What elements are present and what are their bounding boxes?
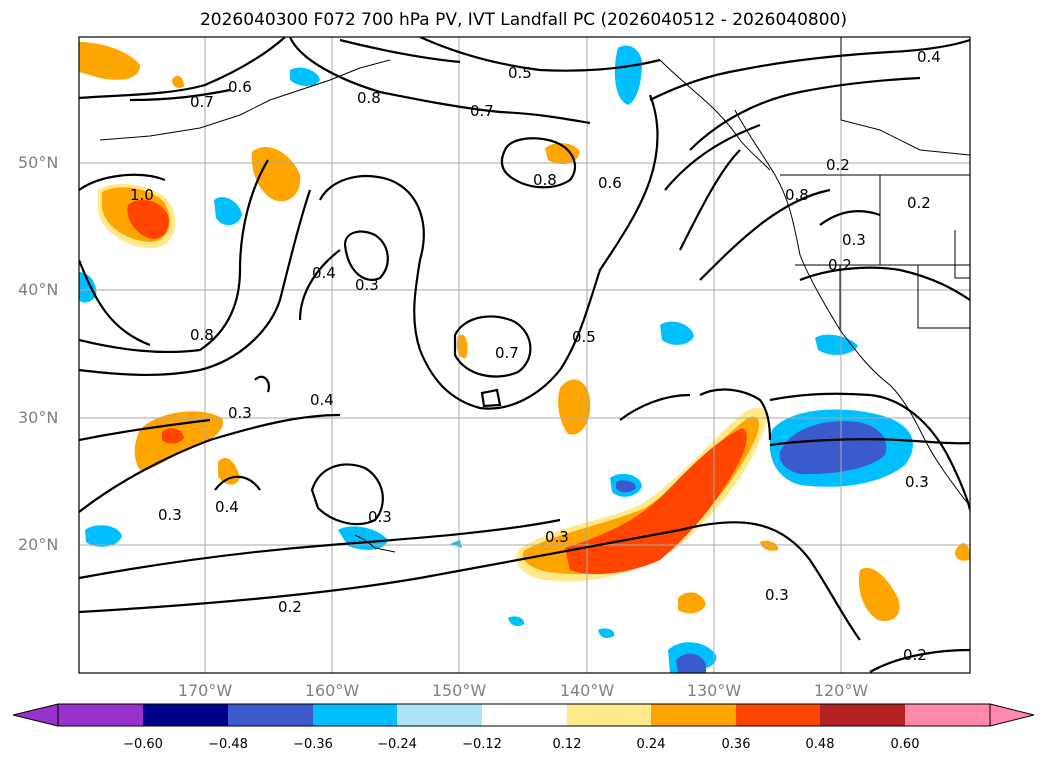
lon-label-160w: 160°W bbox=[304, 681, 360, 700]
contour-label: 0.2 bbox=[826, 156, 850, 174]
contour-label: 0.3 bbox=[368, 508, 392, 526]
colorbar-tick: 0.12 bbox=[552, 737, 582, 752]
colorbar-tick: −0.12 bbox=[462, 737, 502, 752]
contour-label: 0.8 bbox=[785, 186, 809, 204]
colorbar-tick: 0.36 bbox=[721, 737, 751, 752]
colorbar-tick: 0.48 bbox=[805, 737, 835, 752]
colorbar-tick: −0.24 bbox=[377, 737, 417, 752]
contour-label: 0.2 bbox=[903, 646, 927, 664]
map-title: 2026040300 F072 700 hPa PV, IVT Landfall… bbox=[199, 10, 847, 30]
contour-label: 0.5 bbox=[508, 64, 532, 82]
contour-label: 0.8 bbox=[533, 171, 557, 189]
contour-label: 0.3 bbox=[158, 506, 182, 524]
contour-label: 0.3 bbox=[905, 473, 929, 491]
contour-label: 0.7 bbox=[495, 344, 519, 362]
contour-label: 0.4 bbox=[215, 498, 239, 516]
contour-label: 0.3 bbox=[765, 586, 789, 604]
contour-label: 0.7 bbox=[470, 102, 494, 120]
contour-label: 0.3 bbox=[545, 528, 569, 546]
contour-label: 0.2 bbox=[907, 194, 931, 212]
contour-labels: 0.6 0.7 0.8 0.5 0.7 0.4 0.8 0.6 0.2 0.8 … bbox=[130, 48, 941, 664]
graticule bbox=[79, 37, 970, 673]
contour-label: 0.2 bbox=[828, 256, 852, 274]
lat-label-20n: 20°N bbox=[18, 535, 59, 554]
pv-contours bbox=[79, 37, 970, 673]
contour-label: 0.3 bbox=[355, 276, 379, 294]
contour-label: 0.8 bbox=[357, 89, 381, 107]
colorbar-tick: 0.24 bbox=[636, 737, 666, 752]
lat-label-50n: 50°N bbox=[18, 153, 59, 172]
colorbar bbox=[12, 703, 1035, 727]
lat-label-40n: 40°N bbox=[18, 280, 59, 299]
contour-label: 0.4 bbox=[917, 48, 941, 66]
map-frame bbox=[78, 36, 971, 674]
contour-label: 0.5 bbox=[572, 328, 596, 346]
lon-label-150w: 150°W bbox=[431, 681, 487, 700]
contour-label: 0.4 bbox=[310, 391, 334, 409]
lon-label-120w: 120°W bbox=[813, 681, 869, 700]
colorbar-tick: −0.48 bbox=[208, 737, 248, 752]
contour-label: 0.6 bbox=[598, 174, 622, 192]
colorbar-tick: 0.60 bbox=[890, 737, 920, 752]
contour-label: 0.2 bbox=[278, 598, 302, 616]
lon-label-140w: 140°W bbox=[559, 681, 615, 700]
colorbar-tick: −0.60 bbox=[123, 737, 163, 752]
contour-label: 0.3 bbox=[228, 404, 252, 422]
contour-label: 1.0 bbox=[130, 186, 154, 204]
lon-label-170w: 170°W bbox=[177, 681, 233, 700]
lat-label-30n: 30°N bbox=[18, 408, 59, 427]
contour-label: 0.4 bbox=[312, 264, 336, 282]
contour-label: 0.6 bbox=[228, 78, 252, 96]
colorbar-tick: −0.36 bbox=[293, 737, 333, 752]
contour-label: 0.7 bbox=[190, 93, 214, 111]
lon-label-130w: 130°W bbox=[686, 681, 742, 700]
contour-label: 0.3 bbox=[842, 231, 866, 249]
coastlines bbox=[99, 37, 970, 553]
contour-label: 0.8 bbox=[190, 326, 214, 344]
